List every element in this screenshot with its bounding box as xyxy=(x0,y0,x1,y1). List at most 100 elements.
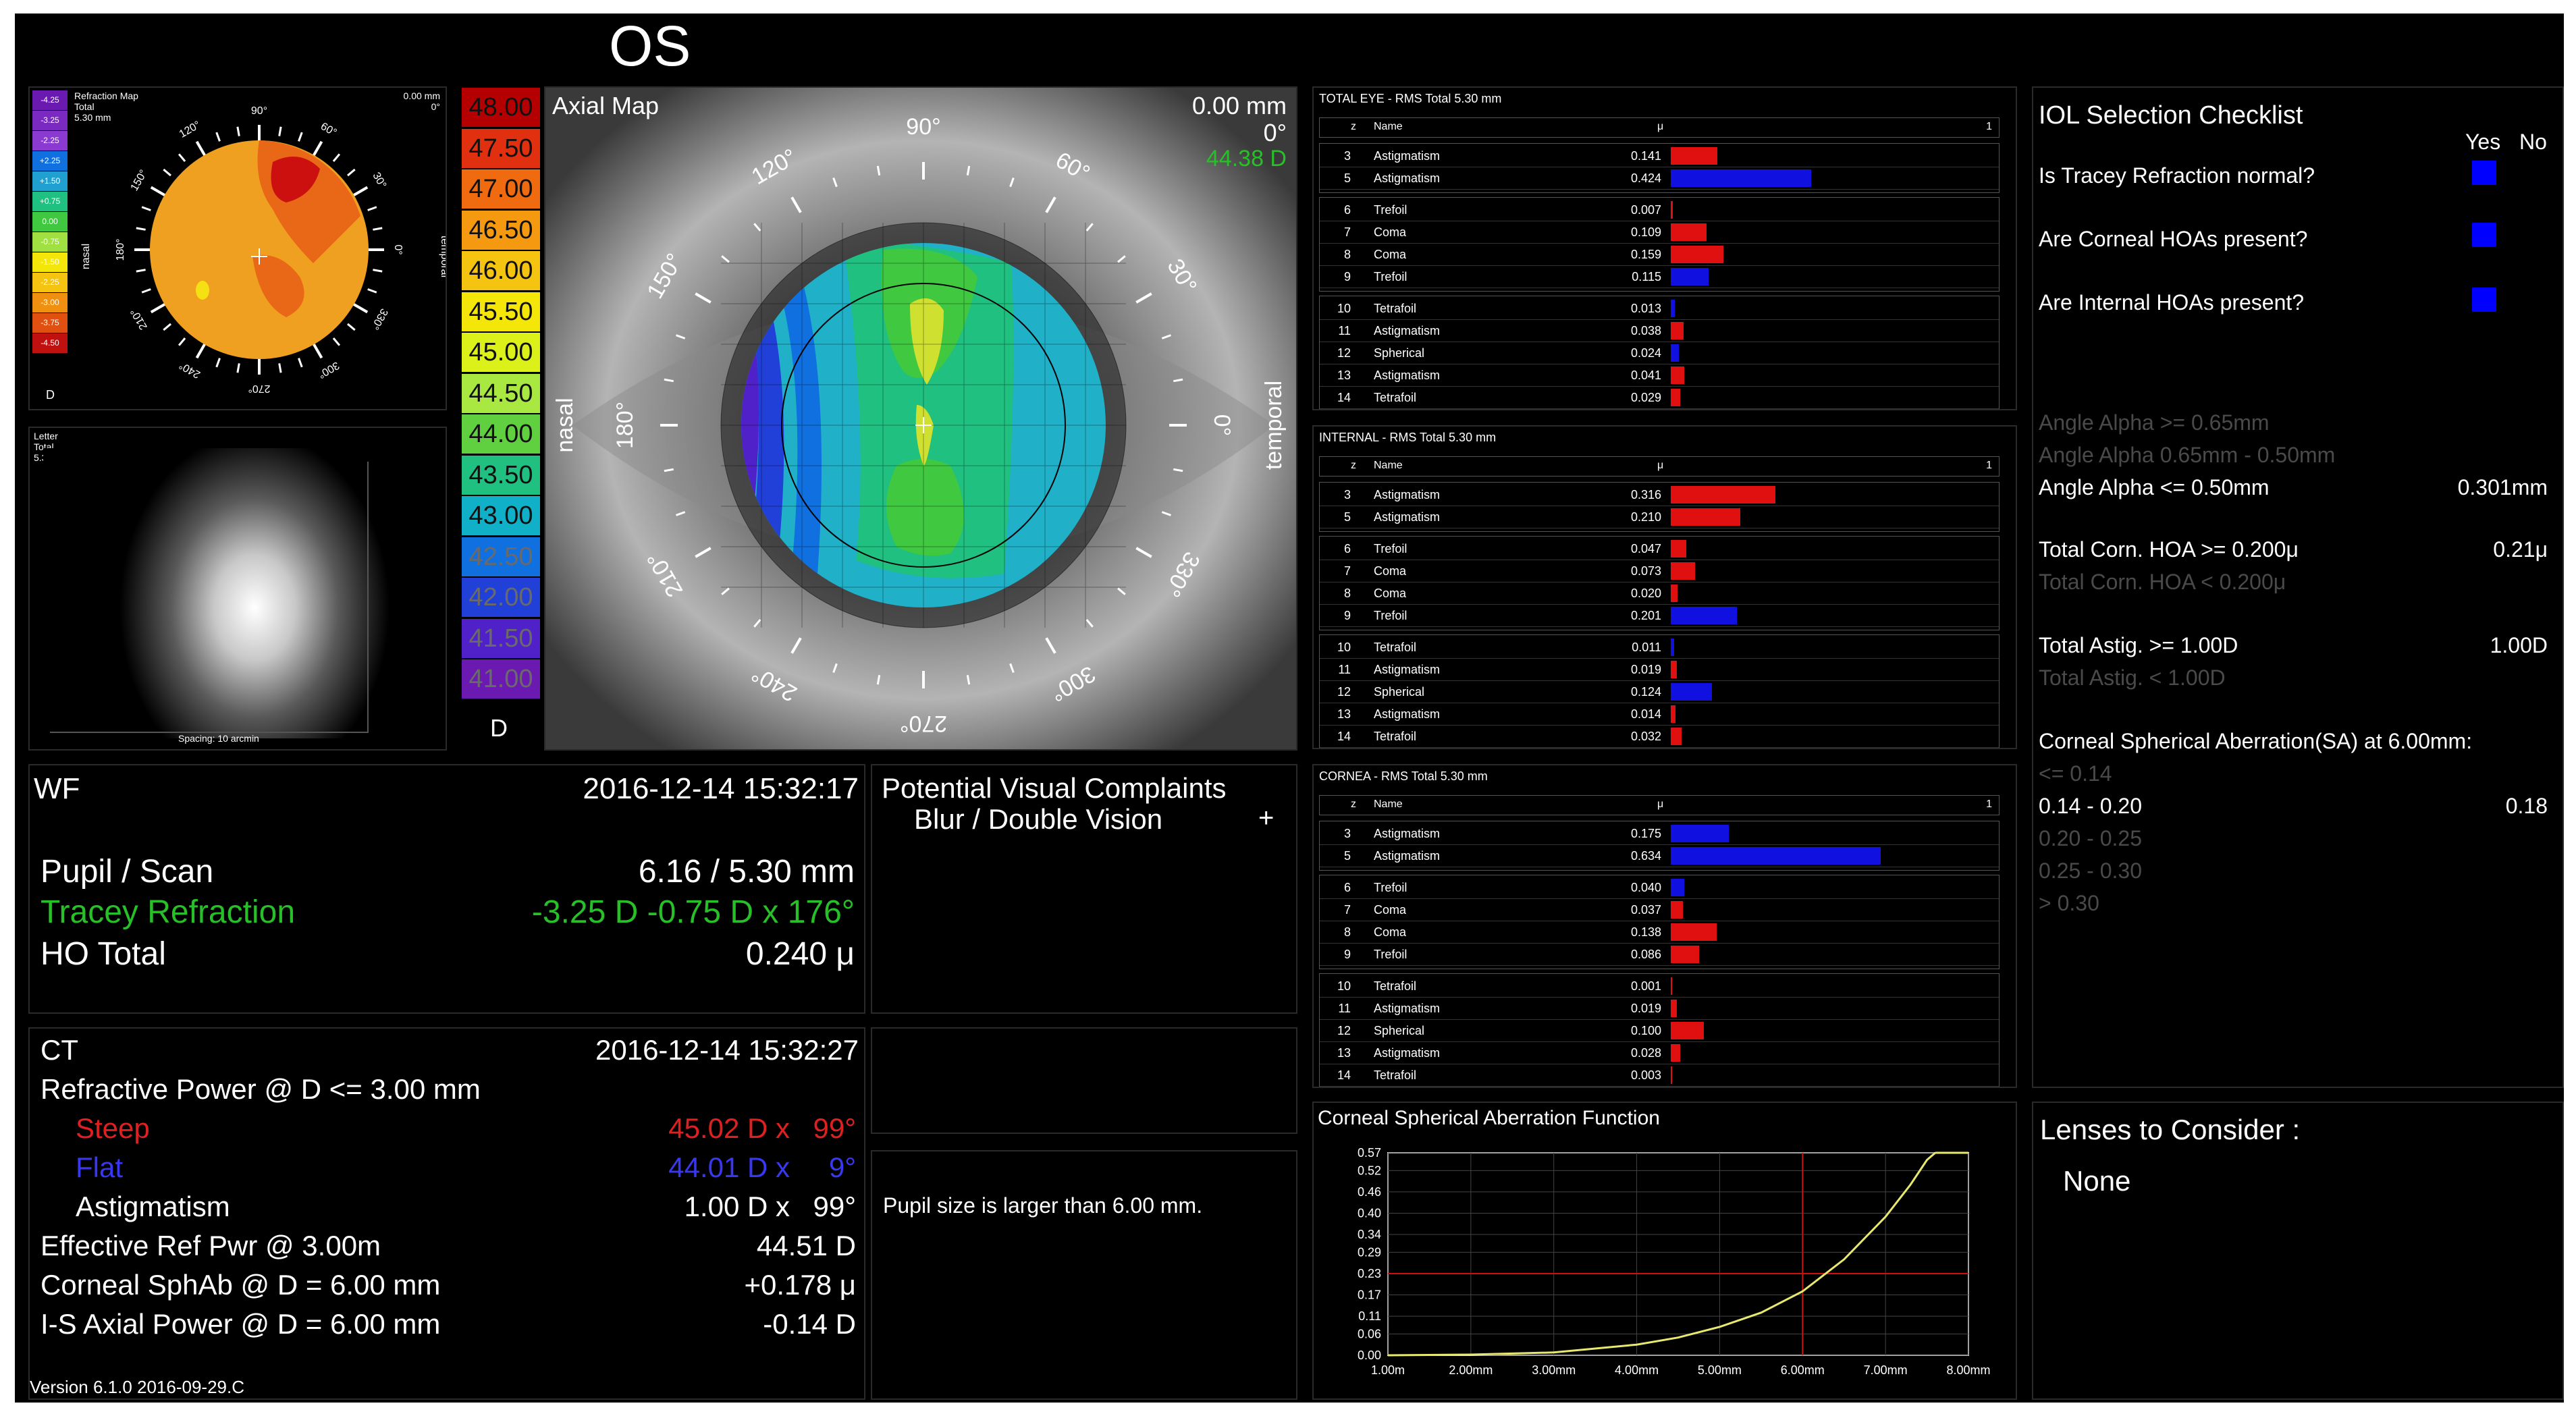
refraction-map-panel[interactable]: Refraction Map Total 5.30 mm 0.00 mm 0° … xyxy=(28,86,447,410)
dial-tick xyxy=(150,186,167,198)
iol-title: IOL Selection Checklist xyxy=(2039,101,2303,130)
zernike-row[interactable]: 3 Astigmatism 0.316 xyxy=(1320,484,1999,506)
zernike-row[interactable]: 11 Astigmatism 0.038 xyxy=(1320,320,1999,342)
zernike-z: 11 xyxy=(1338,663,1351,676)
dial-tick xyxy=(195,140,207,158)
zernike-row[interactable]: 14 Tetrafoil 0.032 xyxy=(1320,726,1999,748)
zernike-row[interactable]: 8 Coma 0.138 xyxy=(1320,921,1999,944)
dial-tick xyxy=(664,378,674,383)
axial-scale-label: 44.00 xyxy=(462,414,540,454)
axial-scale-label: 47.50 xyxy=(462,128,540,168)
zernike-row[interactable]: 9 Trefoil 0.115 xyxy=(1320,266,1999,288)
zernike-table-internal[interactable]: INTERNAL - RMS Total 5.30 mm z Name μ 1 3 Asti… xyxy=(1314,427,2016,748)
zernike-row[interactable]: 13 Astigmatism 0.028 xyxy=(1320,1042,1999,1064)
zernike-row[interactable]: 10 Tetrafoil 0.001 xyxy=(1320,975,1999,998)
refraction-map[interactable]: 90° 60° 30° 0° 330° 300° 270° 240° 210° 180° 150° 1… xyxy=(30,88,447,410)
yes-checkbox[interactable] xyxy=(2472,223,2496,247)
erp-value: 44.51 D xyxy=(756,1230,856,1261)
zernike-row[interactable]: 12 Spherical 0.100 xyxy=(1320,1020,1999,1042)
internal-panel[interactable]: INTERNAL - RMS Total 5.30 mm z Name μ 1 3 Asti… xyxy=(1312,425,2017,749)
zernike-row[interactable]: 7 Coma 0.109 xyxy=(1320,221,1999,244)
zernike-z: 3 xyxy=(1343,827,1351,840)
zernike-row[interactable]: 3 Astigmatism 0.175 xyxy=(1320,823,1999,845)
zernike-row[interactable]: 6 Trefoil 0.040 xyxy=(1320,877,1999,899)
zernike-z: 14 xyxy=(1337,391,1351,404)
axial-scale-label: 46.50 xyxy=(462,210,540,250)
zernike-bar xyxy=(1671,705,1675,723)
zernike-row[interactable]: 7 Coma 0.073 xyxy=(1320,560,1999,582)
zernike-bar xyxy=(1671,366,1685,384)
complaints-panel[interactable]: Potential Visual Complaints Blur / Doubl… xyxy=(871,764,1297,1014)
zernike-row[interactable]: 8 Coma 0.020 xyxy=(1320,582,1999,605)
dial-tick xyxy=(753,223,761,232)
dial-tick xyxy=(790,196,802,213)
zernike-name: Astigmatism xyxy=(1374,171,1441,185)
dial-tick xyxy=(1117,255,1126,263)
axial-scale-label: 43.00 xyxy=(462,496,540,535)
zernike-row[interactable]: 12 Spherical 0.124 xyxy=(1320,681,1999,703)
zernike-row[interactable]: 5 Astigmatism 0.634 xyxy=(1320,845,1999,867)
sa-range: > 0.30 xyxy=(2039,891,2099,915)
dial-tick xyxy=(311,140,323,158)
erp-label: Effective Ref Pwr @ 3.00m xyxy=(41,1230,381,1261)
zernike-row[interactable]: 12 Spherical 0.024 xyxy=(1320,342,1999,364)
zernike-row[interactable]: 3 Astigmatism 0.141 xyxy=(1320,145,1999,167)
yes-checkbox[interactable] xyxy=(2472,288,2496,312)
zernike-table-cornea[interactable]: CORNEA - RMS Total 5.30 mm z Name μ 1 3 Astigm… xyxy=(1314,765,2016,1087)
zernike-row[interactable]: 6 Trefoil 0.047 xyxy=(1320,538,1999,560)
zernike-value: 0.020 xyxy=(1630,587,1661,600)
axial-power-readout: 44.38 D xyxy=(1206,146,1287,171)
zernike-z: 7 xyxy=(1343,903,1351,917)
zernike-row[interactable]: 5 Astigmatism 0.210 xyxy=(1320,506,1999,528)
zernike-row[interactable]: 13 Astigmatism 0.014 xyxy=(1320,703,1999,726)
zernike-row[interactable]: 13 Astigmatism 0.041 xyxy=(1320,364,1999,387)
axial-scale-label: 42.50 xyxy=(462,537,540,576)
cornea-panel[interactable]: CORNEA - RMS Total 5.30 mm z Name μ 1 3 Astigm… xyxy=(1312,764,2017,1088)
zernike-name: Trefoil xyxy=(1374,948,1407,961)
complaints-expand-button[interactable]: + xyxy=(1258,803,1274,833)
zernike-row[interactable]: 11 Astigmatism 0.019 xyxy=(1320,659,1999,681)
dial-tick xyxy=(141,288,151,294)
zernike-name: Astigmatism xyxy=(1374,849,1441,863)
zernike-row[interactable]: 10 Tetrafoil 0.013 xyxy=(1320,298,1999,320)
zernike-row[interactable]: 6 Trefoil 0.007 xyxy=(1320,199,1999,221)
zernike-row[interactable]: 9 Trefoil 0.201 xyxy=(1320,605,1999,627)
axial-map[interactable]: 90°60°30°0°330°300°270°240°210°180°150°1… xyxy=(545,88,1297,751)
dial-tick xyxy=(721,255,730,263)
ct-datetime: 2016-12-14 15:32:27 xyxy=(595,1034,859,1066)
zernike-row[interactable]: 9 Trefoil 0.086 xyxy=(1320,944,1999,966)
sa-y-tick: 0.34 xyxy=(1358,1228,1381,1241)
sa-x-tick: 8.00mm xyxy=(1946,1363,1990,1377)
zernike-row[interactable]: 8 Coma 0.159 xyxy=(1320,244,1999,266)
iol-no-header: No xyxy=(2519,130,2547,154)
zernike-z: 3 xyxy=(1343,488,1351,501)
ho-value: 0.240 μ xyxy=(745,936,855,972)
zernike-row[interactable]: 11 Astigmatism 0.019 xyxy=(1320,998,1999,1020)
total-eye-panel[interactable]: TOTAL EYE - RMS Total 5.30 mm z Name μ 1 3 Ast… xyxy=(1312,86,2017,410)
zernike-table-total-eye[interactable]: TOTAL EYE - RMS Total 5.30 mm z Name μ 1 3 Ast… xyxy=(1314,88,2016,409)
zernike-z: 6 xyxy=(1343,542,1351,555)
dial-tick xyxy=(163,168,171,177)
dial-tick xyxy=(236,126,240,136)
zernike-row[interactable]: 7 Coma 0.037 xyxy=(1320,899,1999,921)
sa-chart: 0.57 0.52 0.46 0.40 0.34 0.29 0.23 0.17 0.11 0.06… xyxy=(1358,1146,1991,1377)
zernike-value: 0.011 xyxy=(1632,641,1661,654)
zernike-name: Astigmatism xyxy=(1374,324,1441,337)
yes-checkbox[interactable] xyxy=(2472,161,2496,185)
iol-yes-header: Yes xyxy=(2465,130,2501,154)
dial-tick xyxy=(236,363,240,373)
axial-angle-label: 270° xyxy=(900,711,947,736)
zernike-row[interactable]: 14 Tetrafoil 0.003 xyxy=(1320,1064,1999,1087)
letter-frame xyxy=(50,462,369,733)
zernike-row[interactable]: 5 Astigmatism 0.424 xyxy=(1320,167,1999,190)
axial-map-panel[interactable]: 90° 60° 30° 0° 330° 300° 270° 240° 210° 180° 150° 1… xyxy=(544,86,1297,751)
zernike-row[interactable]: 14 Tetrafoil 0.029 xyxy=(1320,387,1999,409)
letter-panel[interactable]: Letter Total 5.30 mm Spacing: 10 arcmin xyxy=(28,427,447,751)
zernike-row[interactable]: 10 Tetrafoil 0.011 xyxy=(1320,636,1999,659)
lenses-panel: Lenses to Consider : None xyxy=(2032,1102,2564,1400)
zernike-z: 6 xyxy=(1343,881,1351,894)
zernike-name: Spherical xyxy=(1374,685,1425,699)
dial-tick xyxy=(664,468,674,472)
astigmatism-axis: 99° xyxy=(813,1191,856,1222)
zernike-row-group: 10 Tetrafoil 0.001 11 Astigmatism 0.019 12 Sphe… xyxy=(1319,973,2000,1087)
